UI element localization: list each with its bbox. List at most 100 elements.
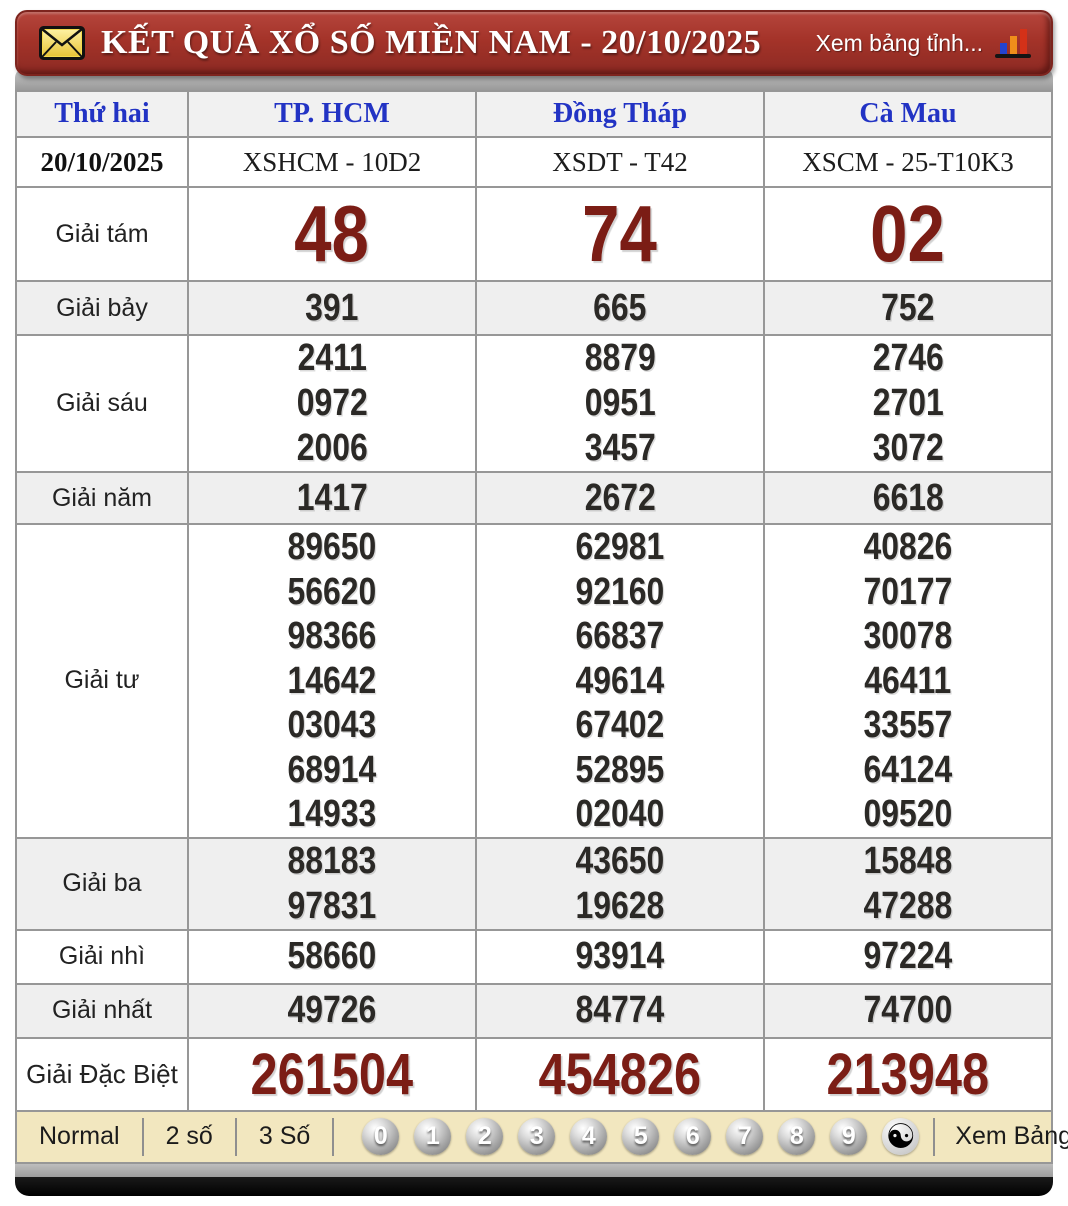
prize-number: 70177 — [863, 570, 953, 613]
prize-number: 46411 — [864, 659, 952, 702]
page-title: KẾT QUẢ XỔ SỐ MIỀN NAM - 20/10/2025 — [101, 24, 762, 61]
mode-2so[interactable]: 2 số — [144, 1117, 237, 1156]
prize-values-cell: 391 — [186, 280, 477, 336]
prize-number: 62981 — [575, 526, 665, 568]
mode-3so[interactable]: 3 Số — [237, 1117, 335, 1156]
prize-label: Giải năm — [15, 471, 189, 525]
prize-number: 3457 — [584, 427, 656, 469]
prize-number: 2701 — [872, 382, 944, 424]
prize-row-tam: Giải tám 48 74 02 — [15, 186, 1054, 282]
prize-number: 2411 — [297, 337, 367, 379]
prize-values-cell: 261504 — [186, 1036, 477, 1112]
prize-number: 98366 — [287, 615, 377, 657]
prize-number: 2672 — [584, 476, 656, 519]
prize-values-cell: 213948 — [762, 1036, 1054, 1112]
prize-values-cell: 2672 — [474, 471, 765, 525]
prize-number: 665 — [593, 286, 647, 329]
prizes-body: Giải tám 48 74 02 Giải bảy 391 665 752 Giải sáu 2… — [15, 186, 1054, 1112]
digit-ball-0[interactable]: 0 — [362, 1118, 400, 1155]
prize-number: 40826 — [863, 526, 953, 568]
prize-label: Giải nhất — [15, 982, 189, 1039]
prize-number: 391 — [305, 286, 359, 329]
digit-ball-6[interactable]: 6 — [674, 1118, 712, 1155]
prize-number: 49614 — [575, 659, 665, 702]
prize-values-cell: 6618 — [762, 471, 1054, 525]
prize-number: 2006 — [296, 427, 368, 469]
prize-number: 97224 — [863, 935, 953, 977]
prize-number: 84774 — [575, 989, 665, 1031]
prize-label: Giải tư — [15, 523, 189, 839]
prize-row-ba: Giải ba 88183 97831 43650 19628 15848 47288 — [15, 836, 1054, 931]
digit-ball-4[interactable]: 4 — [570, 1118, 608, 1155]
prize-number: 0951 — [584, 382, 656, 424]
prize-values-cell: 02 — [762, 186, 1054, 282]
prize-number: 03043 — [287, 704, 377, 746]
prize-number: 67402 — [575, 704, 665, 746]
prize-number: 66837 — [575, 615, 665, 657]
prize-values-cell: 49726 — [186, 982, 477, 1039]
prize-number: 8879 — [584, 337, 656, 379]
prize-row-tu: Giải tư 89650 56620 98366 14642 03043 68914 149… — [15, 523, 1054, 839]
prize-number: 74 — [582, 189, 658, 278]
prize-number: 14933 — [287, 793, 377, 835]
prize-number: 2746 — [872, 337, 944, 379]
yinyang-ball-icon[interactable]: ☯ — [882, 1118, 920, 1156]
prize-row-sau: Giải sáu 2411 0972 2006 8879 0951 3457 2746 2701… — [15, 334, 1054, 473]
prize-number: 261504 — [250, 1041, 414, 1107]
prize-number: 1417 — [296, 476, 368, 519]
prize-label: Giải nhì — [15, 928, 189, 985]
prize-values-cell: 48 — [186, 186, 477, 282]
digit-ball-9[interactable]: 9 — [830, 1118, 868, 1155]
province-header-dongthap[interactable]: Đồng Tháp — [474, 90, 765, 138]
province-header-hcm[interactable]: TP. HCM — [186, 90, 477, 138]
bar-chart-icon[interactable] — [993, 26, 1033, 60]
province-header-camau[interactable]: Cà Mau — [762, 90, 1054, 138]
prize-number: 97831 — [287, 884, 377, 927]
results-table: Thứ hai TP. HCM Đồng Tháp Cà Mau 20/10/2… — [15, 90, 1054, 1112]
xem-bang-loto-link[interactable]: Xem Bảng Loto — [933, 1117, 1068, 1156]
prize-values-cell: 8879 0951 3457 — [474, 334, 765, 473]
prize-number: 49726 — [287, 989, 377, 1031]
draw-code-camau: XSCM - 25-T10K3 — [762, 136, 1054, 188]
prize-values-cell: 43650 19628 — [474, 836, 765, 931]
prize-values-cell: 93914 — [474, 928, 765, 985]
digit-ball-7[interactable]: 7 — [726, 1118, 764, 1155]
column-header-row: Thứ hai TP. HCM Đồng Tháp Cà Mau — [15, 90, 1054, 138]
prize-number: 213948 — [826, 1041, 990, 1107]
prize-values-cell: 2411 0972 2006 — [186, 334, 477, 473]
digit-ball-8[interactable]: 8 — [778, 1118, 816, 1155]
prize-values-cell: 15848 47288 — [762, 836, 1054, 931]
digit-ball-3[interactable]: 3 — [518, 1118, 556, 1155]
prize-number: 47288 — [863, 884, 953, 927]
digit-ball-2[interactable]: 2 — [466, 1118, 504, 1155]
prize-row-db: Giải Đặc Biệt 261504 454826 213948 — [15, 1036, 1054, 1112]
digit-ball-5[interactable]: 5 — [622, 1118, 660, 1155]
prize-number: 6618 — [872, 476, 944, 519]
prize-row-bay: Giải bảy 391 665 752 — [15, 280, 1054, 336]
prize-number: 88183 — [287, 839, 377, 882]
prize-number: 92160 — [575, 570, 665, 613]
weekday-header: Thứ hai — [15, 90, 189, 138]
xem-bang-tinh-link[interactable]: Xem bảng tỉnh... — [815, 29, 984, 56]
prize-number: 89650 — [287, 526, 377, 568]
bottom-gray-strip — [15, 1163, 1053, 1177]
prize-values-cell: 454826 — [474, 1036, 765, 1112]
prize-values-cell: 62981 92160 66837 49614 67402 52895 02040 — [474, 523, 765, 839]
prize-number: 48 — [294, 189, 370, 278]
prize-number: 33557 — [863, 704, 953, 746]
prize-number: 56620 — [287, 570, 377, 613]
mode-normal[interactable]: Normal — [17, 1117, 144, 1156]
prize-values-cell: 2746 2701 3072 — [762, 334, 1054, 473]
prize-values-cell: 74700 — [762, 982, 1054, 1039]
prize-values-cell: 58660 — [186, 928, 477, 985]
prize-number: 02040 — [575, 793, 665, 835]
prize-number: 02 — [870, 189, 946, 278]
draw-date: 20/10/2025 — [15, 136, 189, 188]
prize-number: 74700 — [863, 989, 953, 1031]
digit-ball-1[interactable]: 1 — [414, 1118, 452, 1155]
prize-number: 93914 — [575, 935, 665, 977]
prize-values-cell: 97224 — [762, 928, 1054, 985]
prize-row-nhi: Giải nhì 58660 93914 97224 — [15, 928, 1054, 985]
prize-number: 58660 — [287, 935, 377, 977]
